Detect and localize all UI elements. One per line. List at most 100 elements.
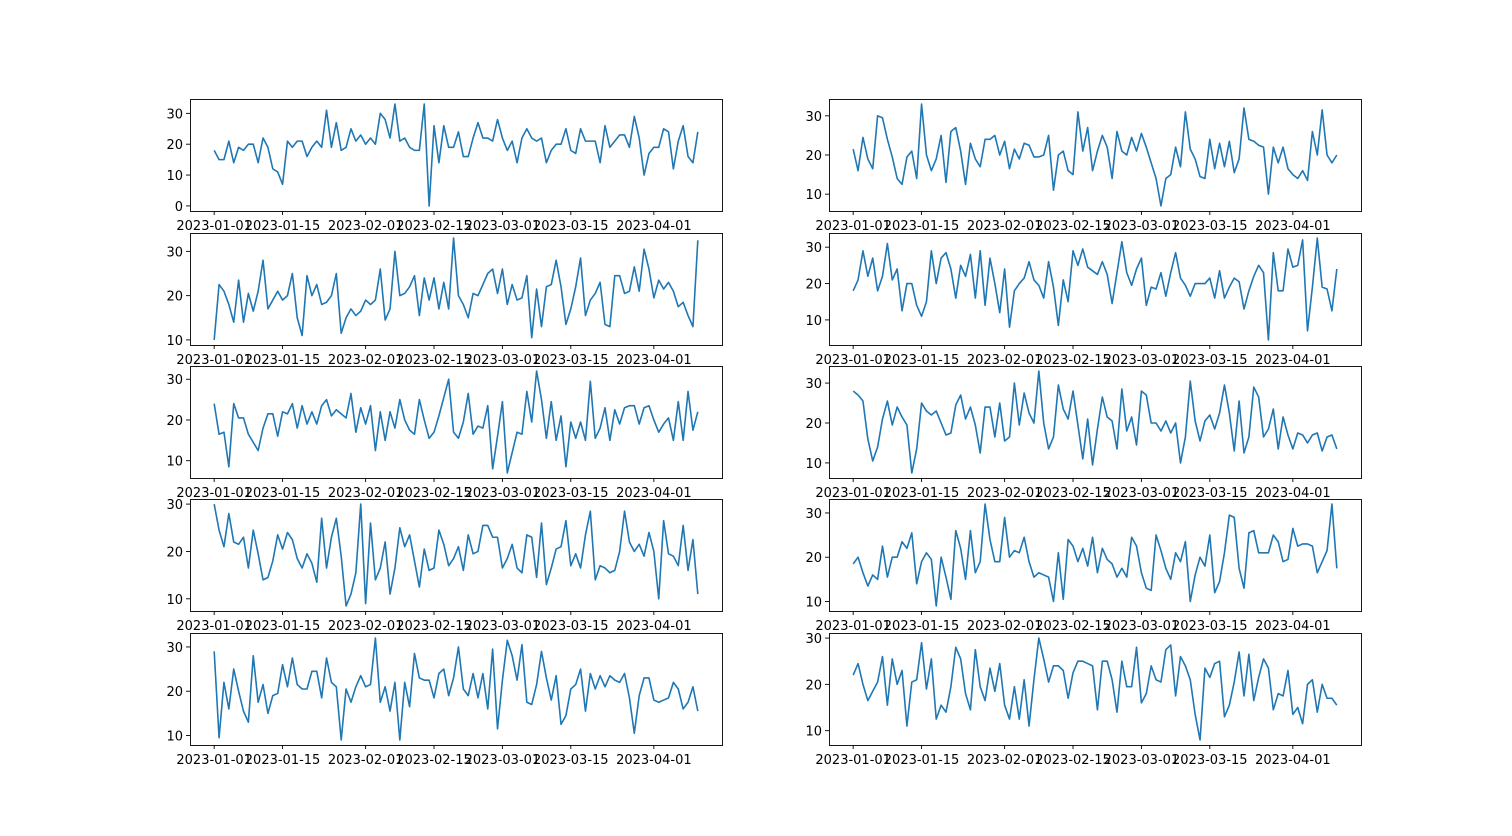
y-tick-label: 20 [805, 551, 822, 566]
x-tick-label: 2023-01-01 [815, 219, 891, 234]
axes-frame [829, 99, 1362, 212]
x-tick-label: 2023-03-01 [465, 753, 541, 768]
axes-frame [190, 99, 723, 212]
x-tick-label: 2023-01-01 [815, 353, 891, 368]
x-tick-label: 2023-03-15 [1172, 753, 1248, 768]
x-tick-label: 2023-01-01 [176, 753, 252, 768]
x-tick-label: 2023-04-01 [1255, 219, 1331, 234]
y-tick-label: 20 [166, 545, 183, 560]
y-tick-label: 10 [805, 188, 822, 203]
axes-frame [190, 233, 723, 346]
y-tick-label: 20 [805, 417, 822, 432]
x-tick-label: 2023-03-01 [1104, 486, 1180, 501]
x-tick-label: 2023-02-15 [1035, 619, 1111, 634]
x-tick-label: 2023-03-15 [533, 353, 609, 368]
axes-frame [190, 366, 723, 479]
x-tick-label: 2023-02-15 [1035, 219, 1111, 234]
x-tick-label: 2023-02-15 [1035, 486, 1111, 501]
x-tick-label: 2023-03-15 [533, 219, 609, 234]
x-tick-label: 2023-03-01 [465, 619, 541, 634]
series-line [213, 370, 699, 474]
y-tick-label: 20 [166, 414, 183, 429]
x-tick-label: 2023-01-15 [884, 353, 960, 368]
y-tick-label: 10 [805, 725, 822, 740]
x-tick-label: 2023-01-15 [884, 753, 960, 768]
x-tick-label: 2023-04-01 [616, 753, 692, 768]
axes-frame [829, 233, 1362, 346]
y-tick-label: 30 [805, 110, 822, 125]
axes-frame [829, 499, 1362, 612]
x-tick-label: 2023-01-01 [176, 219, 252, 234]
y-tick-label: 30 [166, 641, 183, 656]
x-tick-label: 2023-01-15 [245, 486, 321, 501]
x-tick-label: 2023-02-01 [967, 219, 1043, 234]
x-tick-label: 2023-01-01 [815, 619, 891, 634]
x-tick-label: 2023-01-15 [884, 219, 960, 234]
axes-frame [190, 633, 723, 746]
x-tick-label: 2023-03-01 [1104, 219, 1180, 234]
x-tick-label: 2023-02-01 [967, 753, 1043, 768]
x-tick-label: 2023-04-01 [1255, 753, 1331, 768]
x-tick-label: 2023-03-15 [533, 619, 609, 634]
y-tick-label: 20 [166, 290, 183, 305]
x-tick-label: 2023-02-15 [396, 753, 472, 768]
y-tick-label: 10 [166, 334, 183, 349]
x-tick-label: 2023-01-15 [245, 753, 321, 768]
axes-frame [829, 366, 1362, 479]
axes-frame [829, 633, 1362, 746]
y-tick-label: 30 [805, 377, 822, 392]
y-tick-label: 30 [166, 373, 183, 388]
x-tick-label: 2023-01-15 [884, 486, 960, 501]
series-line [852, 637, 1338, 741]
x-tick-label: 2023-02-01 [967, 353, 1043, 368]
x-tick-label: 2023-04-01 [1255, 619, 1331, 634]
x-tick-label: 2023-03-01 [1104, 753, 1180, 768]
series-line [213, 237, 699, 340]
x-tick-label: 2023-04-01 [616, 486, 692, 501]
y-tick-label: 10 [805, 457, 822, 472]
y-tick-label: 10 [166, 729, 183, 744]
series-line [213, 103, 699, 207]
y-tick-label: 20 [805, 278, 822, 293]
series-line [852, 237, 1338, 341]
x-tick-label: 2023-01-01 [815, 486, 891, 501]
y-tick-label: 20 [166, 685, 183, 700]
x-tick-label: 2023-04-01 [616, 619, 692, 634]
x-tick-label: 2023-04-01 [1255, 486, 1331, 501]
y-tick-label: 20 [166, 138, 183, 153]
x-tick-label: 2023-02-01 [328, 219, 404, 234]
series-line [213, 637, 699, 741]
y-tick-label: 30 [166, 498, 183, 513]
y-tick-label: 10 [166, 455, 183, 470]
y-tick-label: 30 [166, 107, 183, 122]
y-tick-label: 30 [805, 632, 822, 647]
x-tick-label: 2023-02-01 [328, 353, 404, 368]
x-tick-label: 2023-01-01 [815, 753, 891, 768]
x-tick-label: 2023-01-01 [176, 353, 252, 368]
series-line [852, 370, 1338, 474]
y-tick-label: 10 [805, 314, 822, 329]
x-tick-label: 2023-02-01 [967, 486, 1043, 501]
x-tick-label: 2023-02-01 [967, 619, 1043, 634]
y-tick-label: 20 [805, 678, 822, 693]
series-line [213, 503, 699, 607]
y-tick-label: 30 [166, 245, 183, 260]
x-tick-label: 2023-03-01 [465, 486, 541, 501]
x-tick-label: 2023-01-01 [176, 619, 252, 634]
x-tick-label: 2023-02-15 [396, 619, 472, 634]
y-tick-label: 30 [805, 241, 822, 256]
x-tick-label: 2023-03-01 [465, 219, 541, 234]
y-tick-label: 0 [175, 200, 183, 215]
x-tick-label: 2023-03-15 [1172, 219, 1248, 234]
x-tick-label: 2023-04-01 [616, 219, 692, 234]
y-tick-label: 10 [166, 169, 183, 184]
x-tick-label: 2023-04-01 [616, 353, 692, 368]
